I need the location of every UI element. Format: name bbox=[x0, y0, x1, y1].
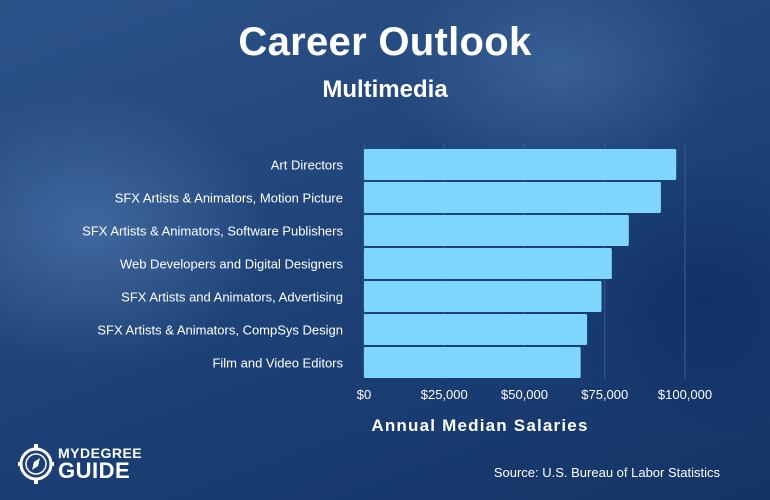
page-subtitle: Multimedia bbox=[322, 76, 448, 103]
x-tick-label-1: $25,000 bbox=[421, 387, 468, 402]
bar-0 bbox=[364, 149, 677, 180]
bar-3 bbox=[364, 248, 612, 279]
x-axis-label: Annual Median Salaries bbox=[371, 416, 589, 435]
category-label-2: SFX Artists & Animators, Software Publis… bbox=[82, 224, 343, 239]
page-title: Career Outlook bbox=[238, 20, 532, 64]
source-note: Source: U.S. Bureau of Labor Statistics bbox=[493, 465, 720, 480]
category-label-4: SFX Artists and Animators, Advertising bbox=[121, 290, 343, 305]
bar-1 bbox=[364, 182, 661, 213]
bar-2 bbox=[364, 215, 629, 246]
bar-4 bbox=[364, 281, 602, 312]
x-tick-label-0: $0 bbox=[357, 387, 371, 402]
bar-5 bbox=[364, 314, 588, 345]
category-label-5: SFX Artists & Animators, CompSys Design bbox=[97, 323, 343, 338]
logo-text-line2: GUIDE bbox=[58, 458, 131, 483]
x-tick-label-3: $75,000 bbox=[581, 387, 628, 402]
category-label-0: Art Directors bbox=[271, 158, 344, 173]
category-label-1: SFX Artists & Animators, Motion Picture bbox=[115, 191, 343, 206]
logo-text-line1: MYDEGREE bbox=[58, 445, 143, 461]
compass-icon bbox=[18, 444, 54, 484]
bar-6 bbox=[364, 347, 581, 378]
x-tick-label-4: $100,000 bbox=[658, 387, 712, 402]
category-label-3: Web Developers and Digital Designers bbox=[120, 257, 344, 272]
category-label-6: Film and Video Editors bbox=[212, 356, 343, 371]
brand-logo: MYDEGREE GUIDE bbox=[18, 442, 148, 486]
x-tick-label-2: $50,000 bbox=[501, 387, 548, 402]
